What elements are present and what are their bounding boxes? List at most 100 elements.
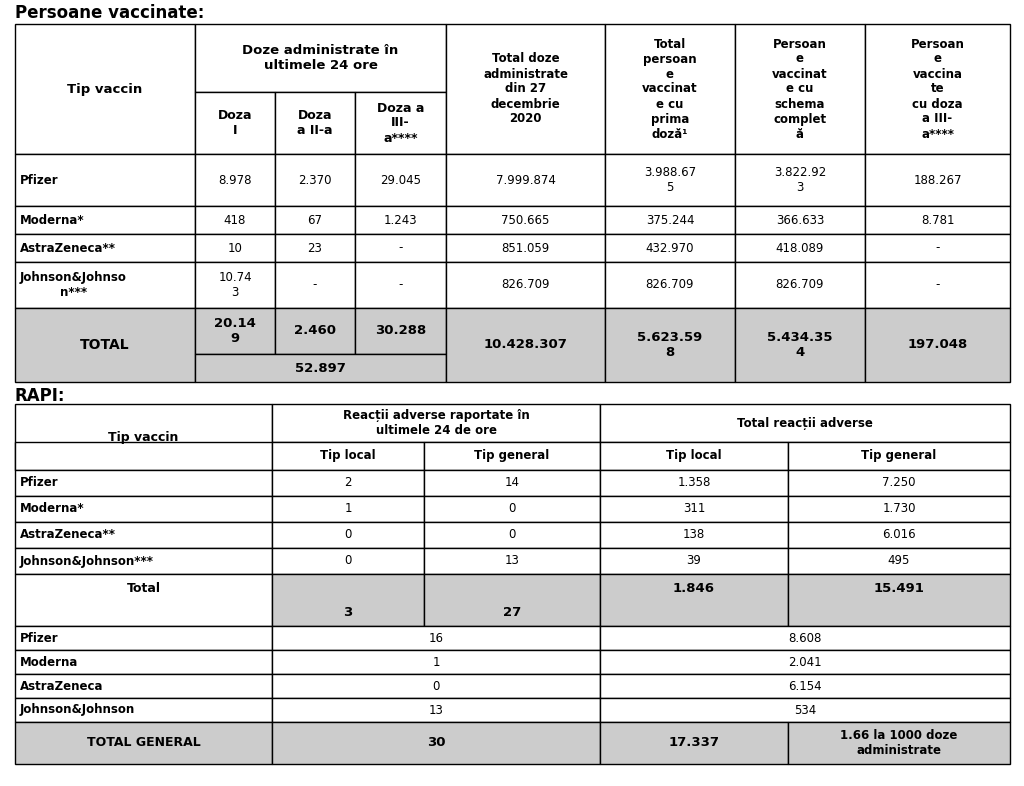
Text: 27: 27 xyxy=(503,607,521,619)
Text: 67: 67 xyxy=(307,214,323,226)
Bar xyxy=(15,442,272,470)
Bar xyxy=(788,442,1010,470)
Text: 8.781: 8.781 xyxy=(921,214,954,226)
Text: 311: 311 xyxy=(683,502,706,516)
Bar xyxy=(15,574,272,626)
Text: 1.846: 1.846 xyxy=(673,582,715,595)
Bar xyxy=(275,206,355,234)
Bar xyxy=(788,548,1010,574)
Text: Johnson&Johnso
n***: Johnson&Johnso n*** xyxy=(20,271,127,299)
Text: Doza a
III-
a****: Doza a III- a**** xyxy=(377,101,424,145)
Text: 5.623.59
8: 5.623.59 8 xyxy=(637,331,702,359)
Bar xyxy=(424,470,600,496)
Bar xyxy=(272,722,600,764)
Text: 8.608: 8.608 xyxy=(788,631,821,645)
Text: 30.288: 30.288 xyxy=(375,325,426,337)
Text: Total doze
administrate
din 27
decembrie
2020: Total doze administrate din 27 decembrie… xyxy=(483,53,568,126)
Text: 16: 16 xyxy=(428,631,443,645)
Bar xyxy=(272,442,424,470)
Bar xyxy=(735,154,865,206)
Text: 5.434.35
4: 5.434.35 4 xyxy=(767,331,833,359)
Bar xyxy=(788,496,1010,522)
Text: 826.709: 826.709 xyxy=(502,278,550,292)
Bar xyxy=(355,308,446,354)
Bar xyxy=(15,496,272,522)
Text: 2.460: 2.460 xyxy=(294,325,336,337)
Bar xyxy=(15,234,195,262)
Text: 29.045: 29.045 xyxy=(380,174,421,186)
Text: 10: 10 xyxy=(227,241,243,255)
Text: 15.491: 15.491 xyxy=(873,582,925,595)
Bar xyxy=(600,698,1010,722)
Bar xyxy=(605,206,735,234)
Bar xyxy=(272,470,424,496)
Bar xyxy=(735,234,865,262)
Bar xyxy=(272,404,600,442)
Bar xyxy=(195,308,275,354)
Bar xyxy=(275,234,355,262)
Text: 188.267: 188.267 xyxy=(913,174,962,186)
Bar xyxy=(272,698,600,722)
Text: 7.250: 7.250 xyxy=(883,476,915,490)
Text: 39: 39 xyxy=(686,554,701,567)
Bar xyxy=(15,470,272,496)
Text: 197.048: 197.048 xyxy=(907,339,968,351)
Bar xyxy=(600,722,788,764)
Text: Pfizer: Pfizer xyxy=(20,631,58,645)
Bar xyxy=(446,262,605,308)
Bar xyxy=(424,496,600,522)
Bar xyxy=(446,24,605,154)
Text: -: - xyxy=(935,241,940,255)
Text: Moderna*: Moderna* xyxy=(20,502,85,516)
Text: 3.822.92
3: 3.822.92 3 xyxy=(774,166,826,194)
Text: Moderna*: Moderna* xyxy=(20,214,85,226)
Text: -: - xyxy=(312,278,317,292)
Bar xyxy=(275,92,355,154)
Bar xyxy=(605,308,735,382)
Text: 826.709: 826.709 xyxy=(776,278,824,292)
Text: Doza
I: Doza I xyxy=(218,109,252,137)
Bar xyxy=(15,262,195,308)
Text: 3.988.67
5: 3.988.67 5 xyxy=(644,166,696,194)
Bar xyxy=(272,674,600,698)
Text: 1: 1 xyxy=(432,656,439,669)
Bar xyxy=(15,548,272,574)
Text: 20.14
9: 20.14 9 xyxy=(214,317,256,345)
Bar xyxy=(355,206,446,234)
Text: Tip local: Tip local xyxy=(321,450,376,462)
Bar xyxy=(865,206,1010,234)
Bar xyxy=(275,262,355,308)
Bar xyxy=(195,206,275,234)
Text: Total: Total xyxy=(127,582,161,595)
Bar xyxy=(605,24,735,154)
Text: 0: 0 xyxy=(508,528,516,542)
Text: 2.370: 2.370 xyxy=(298,174,332,186)
Text: 23: 23 xyxy=(307,241,323,255)
Text: Tip vaccin: Tip vaccin xyxy=(109,431,178,443)
Bar xyxy=(446,308,605,382)
Text: 750.665: 750.665 xyxy=(502,214,550,226)
Bar xyxy=(600,470,788,496)
Text: Tip general: Tip general xyxy=(861,450,937,462)
Text: 495: 495 xyxy=(888,554,910,567)
Bar xyxy=(272,650,600,674)
Bar xyxy=(272,496,424,522)
Text: 6.154: 6.154 xyxy=(788,680,822,692)
Text: 13: 13 xyxy=(505,554,519,567)
Bar xyxy=(446,206,605,234)
Text: Tip general: Tip general xyxy=(474,450,550,462)
Text: Persoan
e
vaccina
te
cu doza
a III-
a****: Persoan e vaccina te cu doza a III- a***… xyxy=(910,38,965,141)
Bar xyxy=(446,154,605,206)
Text: 2.041: 2.041 xyxy=(788,656,822,669)
Bar xyxy=(15,308,195,382)
Text: 30: 30 xyxy=(427,736,445,750)
Bar xyxy=(15,154,195,206)
Bar xyxy=(600,574,788,626)
Text: Doza
a II-a: Doza a II-a xyxy=(297,109,333,137)
Bar xyxy=(355,154,446,206)
Text: -: - xyxy=(398,278,402,292)
Bar xyxy=(15,722,272,764)
Text: AstraZeneca**: AstraZeneca** xyxy=(20,528,116,542)
Bar xyxy=(788,522,1010,548)
Text: Total reacții adverse: Total reacții adverse xyxy=(737,417,872,429)
